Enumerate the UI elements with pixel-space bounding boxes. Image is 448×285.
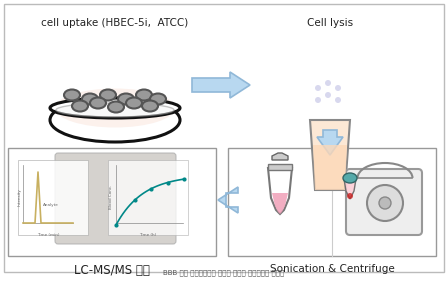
Text: Time (min): Time (min) xyxy=(37,233,59,237)
Ellipse shape xyxy=(50,98,180,142)
FancyBboxPatch shape xyxy=(18,160,88,235)
Ellipse shape xyxy=(50,98,180,118)
FancyBboxPatch shape xyxy=(4,4,444,272)
Circle shape xyxy=(325,92,331,98)
Circle shape xyxy=(367,185,403,221)
Circle shape xyxy=(315,97,321,103)
Ellipse shape xyxy=(82,93,98,105)
Text: cell uptake (HBEC-5i,  ATCC): cell uptake (HBEC-5i, ATCC) xyxy=(41,18,189,28)
Circle shape xyxy=(335,97,341,103)
Circle shape xyxy=(347,193,353,199)
Ellipse shape xyxy=(56,103,174,117)
Ellipse shape xyxy=(72,101,88,111)
Circle shape xyxy=(315,85,321,91)
Polygon shape xyxy=(344,179,356,199)
Text: Analyte: Analyte xyxy=(43,203,59,207)
Ellipse shape xyxy=(118,93,134,105)
Polygon shape xyxy=(272,153,288,160)
Text: Time (h): Time (h) xyxy=(139,233,157,237)
FancyBboxPatch shape xyxy=(268,164,292,170)
Ellipse shape xyxy=(90,97,106,109)
Ellipse shape xyxy=(343,173,357,183)
Ellipse shape xyxy=(126,97,142,109)
Text: Intensity: Intensity xyxy=(18,188,22,206)
Text: Blood Conc.: Blood Conc. xyxy=(109,185,113,209)
Text: LC-MS/MS 분석: LC-MS/MS 분석 xyxy=(74,264,150,277)
Text: Sonication & Centrifuge: Sonication & Centrifuge xyxy=(270,264,394,274)
Polygon shape xyxy=(268,168,292,214)
FancyBboxPatch shape xyxy=(8,148,216,256)
Polygon shape xyxy=(192,72,250,98)
Polygon shape xyxy=(310,120,350,190)
Ellipse shape xyxy=(108,101,124,113)
Text: Cell lysis: Cell lysis xyxy=(307,18,353,28)
Text: BBB 유사 세포주모델을 이용한 투과도 평가시험법 모식도: BBB 유사 세포주모델을 이용한 투과도 평가시험법 모식도 xyxy=(164,269,284,276)
Circle shape xyxy=(379,197,391,209)
Ellipse shape xyxy=(100,89,116,101)
Circle shape xyxy=(335,85,341,91)
FancyBboxPatch shape xyxy=(346,169,422,235)
Polygon shape xyxy=(313,145,347,190)
Polygon shape xyxy=(317,130,343,155)
FancyBboxPatch shape xyxy=(228,148,436,256)
Ellipse shape xyxy=(150,93,166,105)
Polygon shape xyxy=(218,187,238,213)
Ellipse shape xyxy=(64,89,80,101)
Polygon shape xyxy=(272,193,288,214)
Ellipse shape xyxy=(55,89,175,127)
FancyBboxPatch shape xyxy=(55,153,176,244)
Circle shape xyxy=(325,80,331,86)
FancyBboxPatch shape xyxy=(108,160,188,235)
Ellipse shape xyxy=(136,89,152,101)
Ellipse shape xyxy=(142,101,158,111)
